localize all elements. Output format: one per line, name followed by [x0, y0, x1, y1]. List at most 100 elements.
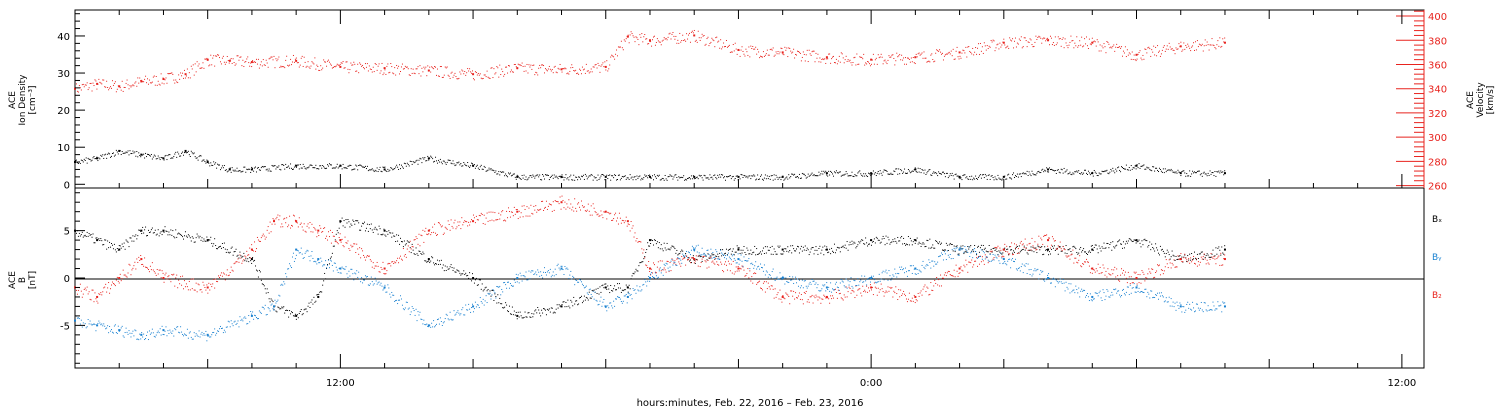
bz-sample [902, 293, 904, 295]
velocity-sample [670, 38, 672, 40]
bx-sample [1083, 248, 1085, 250]
bx-sample [701, 260, 703, 262]
bx-sample [973, 251, 975, 253]
bz-sample [794, 298, 796, 300]
velocity-sample [586, 70, 588, 72]
density-sample [957, 175, 959, 177]
density-sample [640, 179, 642, 181]
bx-sample [224, 248, 226, 250]
density-sample [113, 155, 115, 157]
velocity-sample [1063, 47, 1065, 49]
bx-sample [387, 233, 389, 235]
density-sample [683, 175, 685, 177]
bz-point [648, 267, 651, 270]
bz-sample [924, 284, 926, 286]
bx-sample [518, 316, 520, 318]
bx-sample [1205, 255, 1207, 257]
bx-sample [242, 255, 244, 257]
velocity-sample [991, 41, 993, 43]
density-sample [457, 162, 459, 164]
velocity-sample [709, 42, 711, 44]
bx-sample [570, 299, 572, 301]
bx-sample [133, 240, 135, 242]
density-sample [838, 171, 840, 173]
density-sample [1085, 172, 1087, 174]
velocity-sample [1096, 39, 1098, 41]
velocity-sample [273, 55, 275, 57]
velocity-sample [473, 79, 475, 81]
bz-sample [567, 206, 569, 208]
bz-sample [408, 251, 410, 253]
bz-sample [652, 262, 654, 264]
bz-sample [852, 290, 854, 292]
bz-sample [996, 247, 998, 249]
density-sample [820, 173, 822, 175]
bx-point [472, 277, 475, 279]
bz-sample [1191, 261, 1193, 263]
bx-sample [1211, 253, 1213, 255]
bx-sample [1181, 256, 1183, 258]
bz-sample [109, 292, 111, 294]
bz-sample [105, 283, 107, 285]
bx-sample [697, 255, 699, 257]
bz-sample [413, 239, 415, 241]
bx-sample [860, 240, 862, 242]
density-sample [391, 167, 393, 169]
bz-sample [392, 261, 394, 263]
bz-sample [218, 275, 220, 277]
bz-sample [688, 257, 690, 259]
velocity-sample [1186, 46, 1188, 48]
bz-sample [709, 257, 711, 259]
density-sample [378, 169, 380, 171]
velocity-sample [957, 56, 959, 58]
bz-sample [735, 266, 737, 268]
density-sample [265, 169, 267, 171]
bx-sample [1036, 252, 1038, 254]
bz-sample [379, 271, 381, 273]
bz-sample [968, 261, 970, 263]
velocity-sample [354, 63, 356, 65]
velocity-sample [753, 48, 755, 50]
velocity-sample [249, 65, 251, 67]
density-sample [484, 166, 486, 168]
velocity-sample [578, 73, 580, 75]
density-sample [272, 165, 274, 167]
velocity-sample [682, 34, 684, 36]
density-sample [922, 169, 924, 171]
bz-sample [669, 262, 671, 264]
velocity-sample [1104, 46, 1106, 48]
bx-sample [610, 284, 612, 286]
bz-sample [1219, 264, 1221, 266]
by-point [1002, 258, 1005, 261]
bz-sample [514, 213, 516, 215]
velocity-sample [436, 68, 438, 70]
bz-sample [432, 226, 434, 228]
density-sample [330, 164, 332, 166]
velocity-sample [1108, 43, 1110, 45]
bz-sample [977, 256, 979, 258]
density-sample [822, 173, 824, 175]
velocity-sample [1062, 37, 1064, 39]
velocity-sample [727, 45, 729, 47]
bx-sample [800, 245, 802, 247]
bx-sample [1058, 245, 1060, 247]
bz-sample [434, 223, 436, 225]
bz-sample [482, 223, 484, 225]
velocity-sample [461, 69, 463, 71]
velocity-sample [378, 63, 380, 65]
velocity-sample [788, 47, 790, 49]
bx-point [870, 239, 873, 242]
bx-sample [306, 311, 308, 313]
bz-sample [863, 291, 865, 293]
bz-sample [947, 270, 949, 272]
density-sample [1155, 167, 1157, 169]
bx-sample [1009, 246, 1011, 248]
bz-sample [327, 239, 329, 241]
density-sample [447, 159, 449, 161]
density-sample [676, 176, 678, 178]
bx-sample [470, 278, 472, 280]
bz-sample [169, 279, 171, 281]
bx-sample [451, 267, 453, 269]
velocity-sample [884, 59, 886, 61]
velocity-sample [1222, 38, 1224, 40]
